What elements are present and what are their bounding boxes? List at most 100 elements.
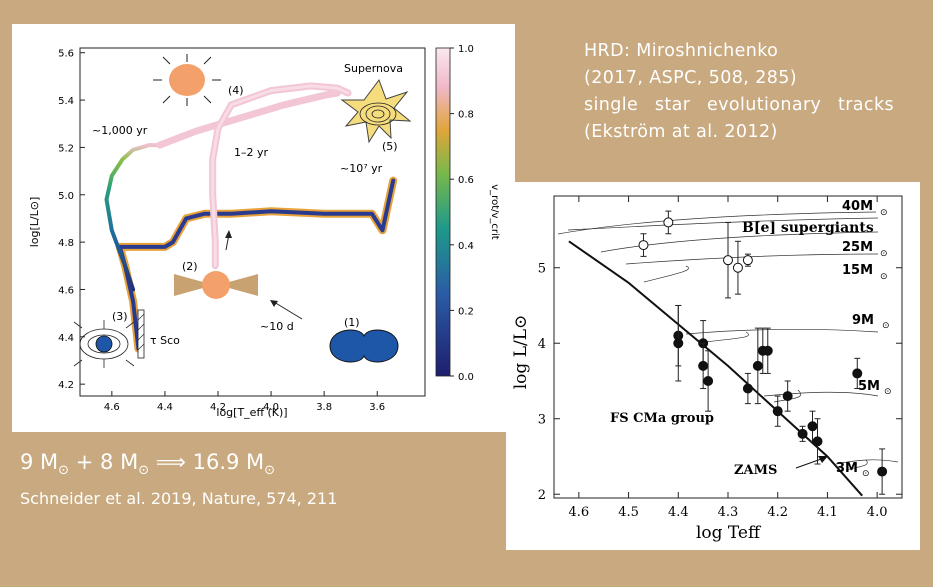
x-tick-label: 3.6: [369, 402, 385, 413]
hrd-reference: HRD: Miroshnichenko (2017, ASPC, 508, 28…: [584, 38, 894, 146]
plot-frame: [79, 47, 426, 397]
mass-2: 8 M: [100, 450, 139, 474]
colorbar-tick-label: 0.2: [458, 306, 474, 317]
y-tick-label: 5.4: [58, 96, 74, 107]
label-3: (4): [228, 84, 244, 97]
svg-text:⊙: ⊙: [862, 469, 870, 479]
early-track: [104, 143, 162, 292]
svg-text:⊙: ⊙: [880, 272, 888, 282]
plus-sign: +: [75, 450, 94, 474]
magnetic-star-icon: [73, 320, 135, 368]
track-label-40: 40M: [842, 199, 873, 214]
spin-up-track-core: [211, 84, 350, 268]
colorbar-label: v_rot/v_crit: [489, 184, 500, 240]
x-tick-label-2: 4.3: [718, 505, 739, 520]
spin-up-track: [209, 82, 352, 270]
colorbar-tick-label: 0.0: [458, 372, 474, 383]
timescale-10d: ~10 d: [260, 320, 294, 333]
fscma-star-point: [762, 345, 773, 356]
fscma-star-point: [807, 421, 818, 432]
fscma-star-point: [673, 338, 684, 349]
fscma-star-point: [877, 466, 888, 477]
x-tick-label-2: 4.1: [817, 505, 838, 520]
colorbar: [435, 47, 451, 377]
track-label-3: 3M: [836, 461, 858, 476]
fscma-star-point: [752, 360, 763, 371]
colorbar-tick-label: 0.6: [458, 175, 474, 186]
y-axis-label-2: log L/L⊙: [511, 315, 531, 390]
mass-1: 9 M: [20, 450, 59, 474]
ref-word: star: [654, 95, 691, 115]
label-2: (2): [182, 260, 198, 273]
y-tick-label: 4.2: [58, 380, 74, 391]
implies-arrow: ⟹: [155, 450, 186, 474]
x-tick-label: 4.0: [263, 402, 279, 413]
fscma-star-point: [698, 360, 709, 371]
sun-symbol: ⊙: [138, 463, 150, 479]
y-tick-label-2: 3: [538, 413, 546, 428]
fscma-hrd-panel: 4.6 4.5 4.4 4.3 4.2 4.1 4.0 2 3 4 5 log Teff log …: [506, 182, 920, 550]
x-axis-label: log[T_eff (K)]: [216, 406, 287, 419]
x-tick-label-2: 4.6: [569, 505, 590, 520]
svg-text:⊙: ⊙: [880, 249, 888, 259]
supernova-label: Supernova: [344, 62, 403, 75]
fscma-star-point: [782, 391, 793, 402]
expanding-star-icon: [153, 54, 221, 106]
timescale-1000: ~1,000 yr: [92, 124, 148, 137]
timescale-1-2yr: 1–2 yr: [234, 146, 269, 159]
fscma-star-point: [772, 406, 783, 417]
fscma-star-point: [742, 383, 753, 394]
be-supergiant-point: [723, 255, 733, 266]
sun-symbol: ⊙: [264, 463, 276, 479]
x-tick-label-2: 4.5: [618, 505, 639, 520]
y-tick-label-2: 4: [538, 337, 546, 352]
supernova-icon: [340, 78, 412, 144]
y-tick-label: 4.6: [58, 285, 74, 296]
be-supergiants-label: B[e] supergiants: [742, 220, 874, 236]
y-axis-label: log[L/L⊙]: [28, 197, 41, 248]
be-supergiant-point: [638, 240, 649, 251]
ref-line-4: (Ekström at al. 2012): [584, 122, 778, 142]
fscma-star-point: [797, 428, 808, 439]
svg-text:⊙: ⊙: [880, 208, 888, 218]
x-tick-label-2: 4.2: [767, 505, 788, 520]
mass-equation: 9 M⊙ + 8 M⊙ ⟹ 16.9 M⊙: [20, 450, 275, 478]
fscma-group-label: FS CMa group: [610, 411, 714, 426]
tau-sco-label: τ Sco: [150, 334, 180, 347]
be-supergiant-point: [732, 262, 743, 273]
y-tick-label: 5.6: [58, 49, 74, 60]
ref-word: tracks: [837, 95, 894, 115]
y-tick-label: 4.8: [58, 238, 74, 249]
colorbar-tick-label: 0.4: [458, 241, 474, 252]
label-5: (5): [382, 140, 398, 153]
y-tick-label: 5.2: [58, 143, 74, 154]
colorbar-tick-label: 1.0: [458, 44, 474, 55]
sun-symbol: ⊙: [58, 463, 70, 479]
ref-line-2: (2017, ASPC, 508, 285): [584, 68, 798, 88]
star-disk-icon: [174, 271, 258, 299]
fscma-star-point: [703, 375, 714, 386]
svg-text:⊙: ⊙: [882, 321, 890, 331]
zams-line: [568, 240, 863, 497]
label-1: (1): [344, 316, 360, 329]
merged-mass: 16.9 M: [192, 450, 265, 474]
y-tick-label-2: 2: [538, 488, 546, 503]
svg-text:⊙: ⊙: [884, 387, 892, 397]
ref-word: single: [584, 95, 639, 115]
track-label-9: 9M: [852, 313, 874, 328]
x-axis-label-2: log Teff: [696, 523, 762, 543]
be-supergiant-point: [663, 217, 674, 228]
binary-stars-icon: [329, 329, 399, 363]
x-tick-label-2: 4.0: [867, 505, 888, 520]
x-tick-label: 4.6: [104, 402, 120, 413]
ref-line-1: HRD: Miroshnichenko: [584, 41, 779, 61]
schneider-reference: Schneider et al. 2019, Nature, 574, 211: [20, 489, 338, 508]
spin-up-track-top: [156, 89, 341, 149]
fscma-star-point: [852, 368, 863, 379]
x-tick-label: 4.2: [210, 402, 226, 413]
y-tick-label-2: 5: [538, 262, 546, 277]
x-tick-label-2: 4.4: [668, 505, 689, 520]
label-4: (3): [112, 310, 128, 323]
zams-label: ZAMS: [734, 463, 777, 478]
timescale-1e7: ~10⁷ yr: [340, 162, 383, 175]
